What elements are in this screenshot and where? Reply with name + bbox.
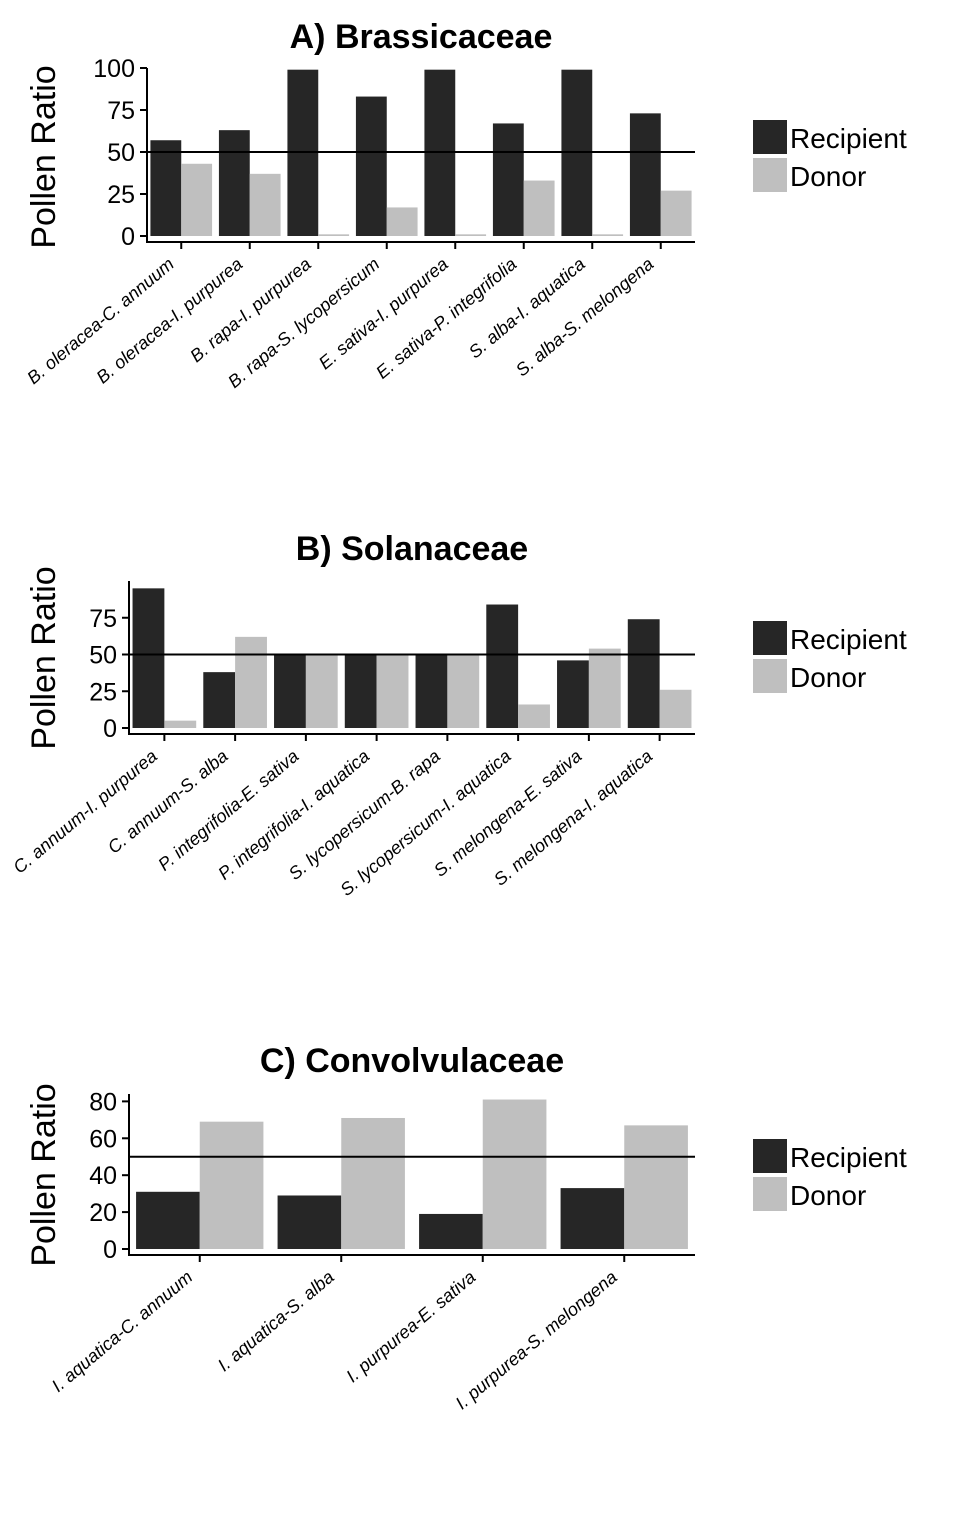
y-tick-label: 75	[107, 97, 135, 125]
panel-title: A) Brassicaceae	[290, 18, 553, 56]
legend-label-donor: Donor	[790, 161, 866, 192]
y-tick-label: 100	[93, 55, 135, 83]
y-tick-label: 20	[89, 1199, 117, 1227]
legend-swatch-recipient	[753, 621, 787, 655]
bar-recipient-3	[344, 654, 377, 728]
bar-donor-1	[235, 636, 267, 728]
legend-label-recipient: Recipient	[790, 624, 907, 655]
legend-swatch-recipient	[753, 120, 787, 154]
legend-swatch-donor	[753, 1177, 787, 1211]
bar-recipient-5	[486, 604, 519, 728]
bar-donor-7	[659, 689, 692, 728]
bar-donor-1	[249, 173, 281, 236]
bar-recipient-7	[629, 113, 661, 236]
bar-donor-4	[455, 234, 487, 236]
bar-donor-4	[447, 654, 480, 728]
bar-donor-6	[588, 648, 621, 728]
bar-donor-3	[376, 654, 409, 728]
x-tick-label: I. purpurea-S. melongena	[452, 1267, 621, 1414]
bar-recipient-4	[415, 654, 448, 728]
bar-donor-3	[386, 207, 418, 236]
y-tick-label: 0	[103, 1236, 117, 1264]
bar-donor-7	[660, 190, 692, 236]
bar-recipient-3	[355, 96, 387, 236]
bar-recipient-0	[150, 140, 182, 236]
bar-recipient-0	[132, 588, 165, 728]
panel-2: B) Solanaceae Pollen Ratio 0 25 50 75 C. annuu…	[9, 530, 907, 900]
x-tick-label: C. annuum-I. purpurea	[9, 746, 161, 878]
x-tick-label: B. rapa-I. purpurea	[186, 254, 315, 366]
bar-donor-2	[318, 234, 350, 236]
y-tick-label: 25	[89, 678, 117, 706]
x-tick-label: S. alba-S. melongena	[512, 254, 657, 381]
bar-recipient-1	[277, 1195, 342, 1249]
legend-label-donor: Donor	[790, 662, 866, 693]
bar-donor-1	[341, 1117, 405, 1249]
bar-recipient-1	[218, 130, 250, 236]
bar-donor-0	[181, 163, 213, 236]
y-axis-title: Pollen Ratio	[25, 1083, 63, 1266]
legend-label-recipient: Recipient	[790, 1142, 907, 1173]
bar-donor-5	[518, 704, 550, 728]
x-tick-label: C. annuum-S. alba	[104, 746, 232, 858]
y-tick-label: 75	[89, 605, 117, 633]
bar-recipient-6	[557, 660, 589, 728]
x-tick-label: I. aquatica-C. annuum	[48, 1267, 197, 1396]
y-tick-label: 25	[107, 181, 135, 209]
bar-donor-6	[592, 234, 624, 236]
legend-swatch-donor	[753, 158, 787, 192]
panel-3: C) Convolvulaceae Pollen Ratio 0 20 40 60 80 I.…	[25, 1042, 907, 1413]
bar-recipient-3	[560, 1188, 625, 1249]
y-tick-label: 40	[89, 1162, 117, 1190]
bar-donor-2	[305, 654, 338, 728]
y-tick-label: 50	[107, 139, 135, 167]
legend-label-recipient: Recipient	[790, 123, 907, 154]
bar-donor-0	[164, 720, 197, 728]
bar-recipient-7	[627, 619, 660, 728]
y-axis-title: Pollen Ratio	[25, 65, 63, 248]
bar-recipient-2	[274, 654, 306, 728]
y-tick-label: 0	[103, 715, 117, 743]
y-tick-label: 50	[89, 642, 117, 670]
bar-recipient-2	[419, 1213, 483, 1249]
y-tick-label: 60	[89, 1125, 117, 1153]
bar-donor-2	[482, 1099, 547, 1249]
legend-label-donor: Donor	[790, 1180, 866, 1211]
panel-title: B) Solanaceae	[296, 530, 528, 568]
panel-title: C) Convolvulaceae	[260, 1042, 564, 1080]
x-tick-label: I. aquatica-S. alba	[214, 1267, 338, 1376]
bar-recipient-5	[492, 123, 524, 236]
x-tick-label: I. purpurea-E. sativa	[342, 1267, 479, 1387]
bar-recipient-1	[203, 672, 236, 728]
x-tick-label: S. alba-I. aquatica	[465, 254, 589, 363]
y-tick-label: 80	[89, 1088, 117, 1116]
panel-1: A) Brassicaceae Pollen Ratio 0 25 50 75 100 B. …	[23, 18, 907, 392]
bar-donor-0	[199, 1121, 264, 1249]
bar-donor-3	[624, 1125, 688, 1249]
x-tick-label: E. sativa-I. purpurea	[315, 254, 452, 374]
y-tick-label: 0	[121, 223, 135, 251]
y-axis-title: Pollen Ratio	[25, 566, 63, 749]
legend-swatch-recipient	[753, 1139, 787, 1173]
bar-recipient-0	[136, 1191, 200, 1249]
legend-swatch-donor	[753, 659, 787, 693]
bar-donor-5	[523, 180, 555, 236]
